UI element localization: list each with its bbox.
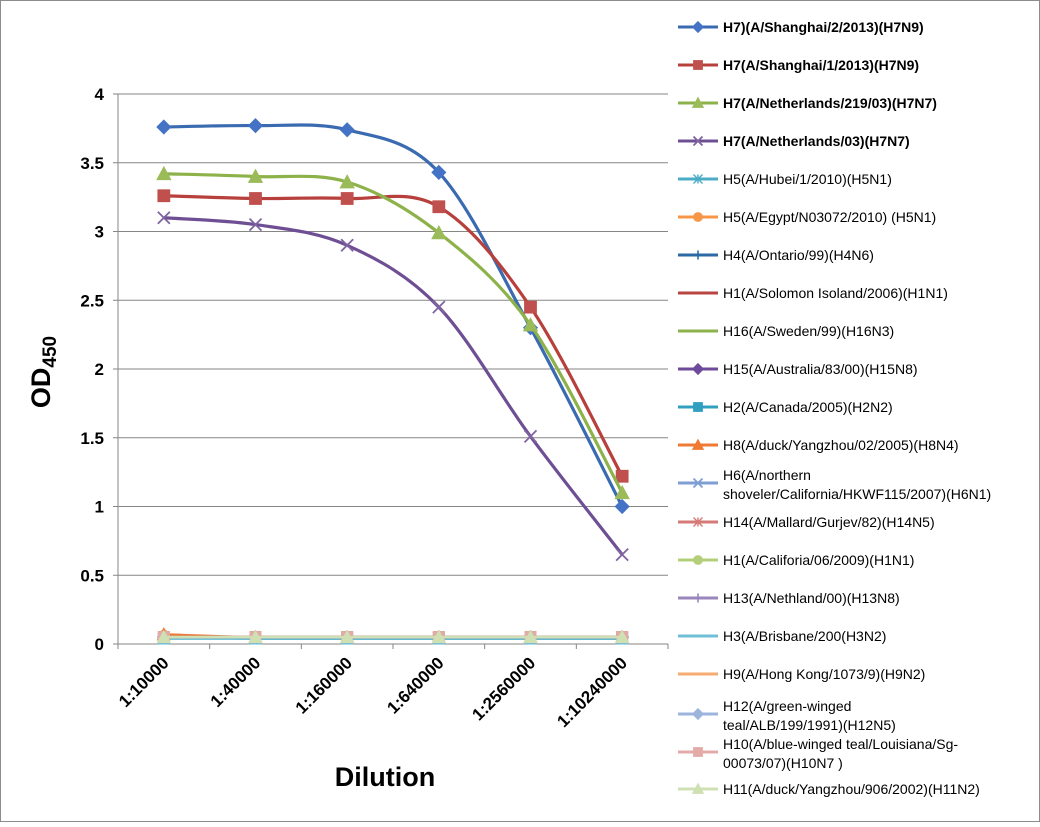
chart-frame <box>0 0 1040 822</box>
